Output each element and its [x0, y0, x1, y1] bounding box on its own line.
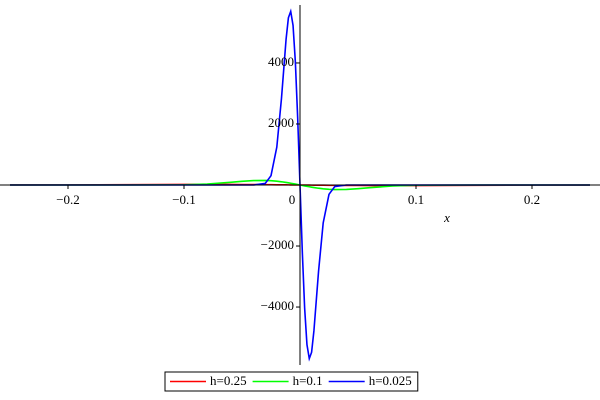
legend-label: h=0.25: [210, 373, 247, 388]
x-tick-label: −0.2: [56, 192, 80, 207]
y-tick-label: −2000: [261, 237, 294, 252]
legend-box: [164, 371, 419, 392]
x-axis-label: x: [443, 210, 450, 225]
x-tick-label: 0.1: [408, 192, 424, 207]
legend: h=0.25 h=0.1 h=0.025: [164, 371, 419, 392]
legend-label: h=0.025: [369, 373, 412, 388]
y-tick-label: −4000: [261, 298, 294, 313]
legend-label: h=0.1: [293, 373, 323, 388]
x-tick-label: 0: [289, 192, 296, 207]
y-tick-label: 2000: [268, 115, 294, 130]
x-tick-label: −0.1: [172, 192, 196, 207]
y-tick-label: 4000: [268, 54, 294, 69]
x-tick-label: 0.2: [524, 192, 540, 207]
